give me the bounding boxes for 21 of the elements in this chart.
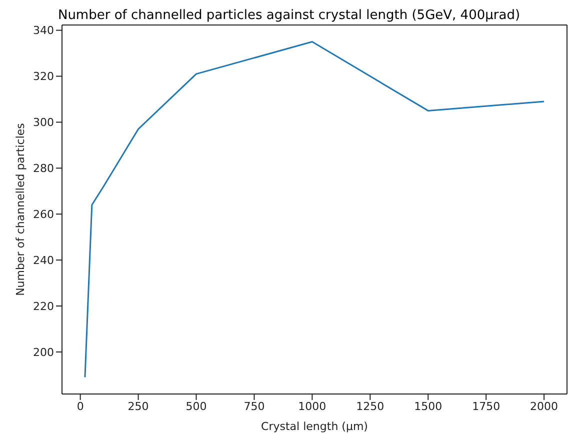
y-tick-label: 220 [33, 300, 54, 313]
y-tick-label: 240 [33, 254, 54, 267]
x-tick-label: 500 [186, 400, 207, 413]
x-tick-label: 1750 [472, 400, 500, 413]
y-tick-label: 280 [33, 162, 54, 176]
y-tick-label: 340 [33, 24, 54, 38]
y-tick-label: 200 [33, 346, 54, 359]
x-tick-label: 1000 [298, 400, 326, 413]
x-tick-label: 0 [76, 400, 84, 413]
chart-title: Number of channelled particles against crystal length (5GeV, 400μrad) [56, 8, 522, 24]
x-tick-label: 2000 [530, 400, 558, 413]
x-axis-title: Crystal length (μm) [261, 420, 368, 433]
x-tick-label: 250 [128, 400, 149, 413]
x-tick-label: 1250 [356, 400, 384, 413]
y-tick-label: 300 [33, 116, 54, 130]
y-axis-title: Number of channelled particles [14, 122, 27, 296]
y-tick-label: 260 [33, 208, 54, 221]
y-tick-label: 320 [33, 70, 54, 84]
x-tick-label: 1500 [414, 400, 442, 413]
x-tick-label: 750 [244, 400, 265, 413]
line-series [84, 41, 545, 378]
